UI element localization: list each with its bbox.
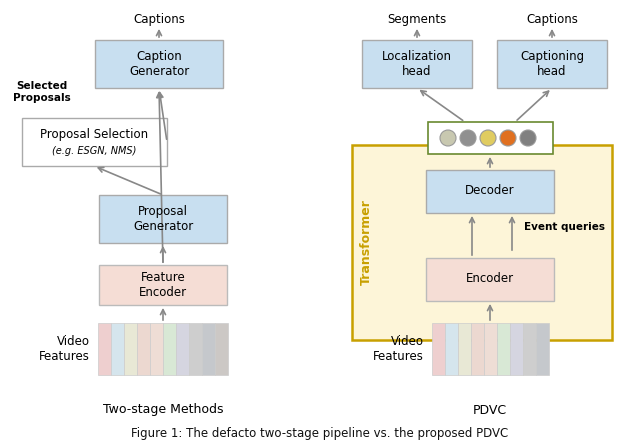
Text: Encoder: Encoder — [466, 273, 514, 286]
Bar — [352, 145, 612, 340]
Text: Transformer: Transformer — [360, 199, 372, 285]
Bar — [176, 323, 189, 375]
Bar — [497, 323, 510, 375]
Circle shape — [460, 130, 476, 146]
Bar — [426, 258, 554, 301]
Bar — [497, 40, 607, 88]
Text: (e.g. ESGN, NMS): (e.g. ESGN, NMS) — [52, 146, 136, 156]
Circle shape — [480, 130, 496, 146]
Bar — [22, 118, 167, 166]
Bar — [362, 40, 472, 88]
Text: Captions: Captions — [133, 13, 185, 26]
Bar — [99, 265, 227, 305]
Bar — [98, 323, 111, 375]
Text: Captions: Captions — [526, 13, 578, 26]
Text: Captioning
head: Captioning head — [520, 50, 584, 78]
Bar — [428, 122, 553, 154]
Bar — [215, 323, 228, 375]
Text: PDVC: PDVC — [473, 404, 507, 417]
Bar — [202, 323, 215, 375]
Circle shape — [440, 130, 456, 146]
Bar — [111, 323, 124, 375]
Text: Video
Features: Video Features — [39, 335, 90, 363]
Text: Video
Features: Video Features — [373, 335, 424, 363]
Bar — [137, 323, 150, 375]
Bar — [189, 323, 202, 375]
Bar — [484, 323, 497, 375]
Text: Proposal Selection: Proposal Selection — [40, 128, 148, 141]
Bar — [150, 323, 163, 375]
Text: Segments: Segments — [387, 13, 447, 26]
Bar — [99, 195, 227, 243]
Bar — [510, 323, 523, 375]
Text: Two-stage Methods: Two-stage Methods — [103, 404, 223, 417]
Circle shape — [500, 130, 516, 146]
Text: Localization
head: Localization head — [382, 50, 452, 78]
Bar — [432, 323, 445, 375]
Text: Selected
Proposals: Selected Proposals — [13, 81, 71, 103]
Bar — [124, 323, 137, 375]
Bar — [95, 40, 223, 88]
Text: Decoder: Decoder — [465, 185, 515, 198]
Text: Feature
Encoder: Feature Encoder — [139, 271, 187, 299]
Bar — [471, 323, 484, 375]
Text: Event queries: Event queries — [524, 222, 605, 232]
Text: Figure 1: The defacto two-stage pipeline vs. the proposed PDVC: Figure 1: The defacto two-stage pipeline… — [131, 426, 509, 439]
Circle shape — [520, 130, 536, 146]
Bar — [523, 323, 536, 375]
Text: Proposal
Generator: Proposal Generator — [133, 205, 193, 233]
Text: Caption
Generator: Caption Generator — [129, 50, 189, 78]
Bar — [163, 323, 176, 375]
Bar — [458, 323, 471, 375]
Bar — [445, 323, 458, 375]
Bar — [426, 170, 554, 213]
Bar — [536, 323, 549, 375]
